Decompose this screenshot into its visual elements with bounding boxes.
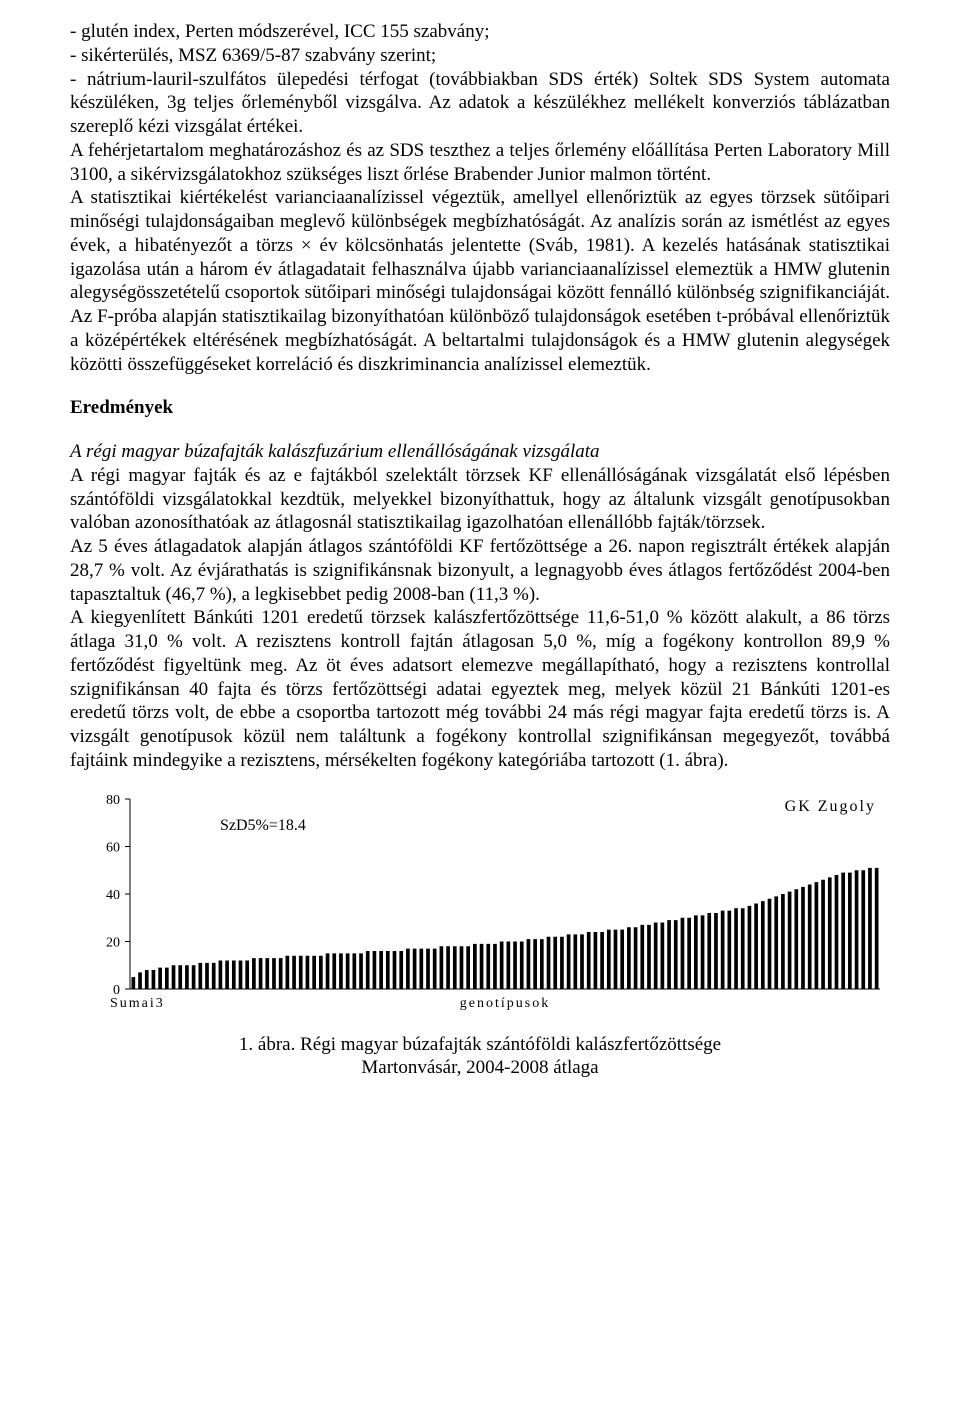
bullet-2: - sikérterülés, MSZ 6369/5-87 szabvány s…	[70, 44, 890, 68]
svg-text:Sumai3: Sumai3	[110, 996, 165, 1011]
caption-line-2: Martonvásár, 2004-2008 átlaga	[361, 1057, 598, 1078]
svg-text:GK Zugoly: GK Zugoly	[785, 797, 876, 814]
bullet-1: - glutén index, Perten módszerével, ICC …	[70, 20, 890, 44]
paragraph-results-3: A kiegyenlített Bánkúti 1201 eredetű tör…	[70, 606, 890, 772]
svg-text:80: 80	[106, 793, 120, 808]
page: - glutén index, Perten módszerével, ICC …	[0, 0, 960, 1120]
svg-text:20: 20	[106, 935, 120, 950]
heading-results: Eredmények	[70, 396, 890, 420]
subheading-kf: A régi magyar búzafajták kalászfuzárium …	[70, 440, 890, 464]
svg-text:genotípusok: genotípusok	[460, 996, 550, 1011]
paragraph-methods-1: A fehérjetartalom meghatározáshoz és az …	[70, 139, 890, 187]
svg-text:60: 60	[106, 840, 120, 855]
bar-chart: 020406080SzD5%=18.4GK ZugolySumai3genotí…	[70, 789, 890, 1029]
paragraph-results-1: A régi magyar fajták és az e fajtákból s…	[70, 464, 890, 535]
svg-text:SzD5%=18.4: SzD5%=18.4	[220, 816, 306, 833]
caption-line-1: 1. ábra. Régi magyar búzafajták szántófö…	[239, 1034, 721, 1055]
paragraph-results-2: Az 5 éves átlagadatok alapján átlagos sz…	[70, 535, 890, 606]
figure-1: 020406080SzD5%=18.4GK ZugolySumai3genotí…	[70, 789, 890, 1081]
figure-caption: 1. ábra. Régi magyar búzafajták szántófö…	[70, 1033, 890, 1081]
svg-text:40: 40	[106, 888, 120, 903]
paragraph-methods-2: A statisztikai kiértékelést varianciaana…	[70, 186, 890, 376]
bullet-3: - nátrium-lauril-szulfátos ülepedési tér…	[70, 68, 890, 139]
